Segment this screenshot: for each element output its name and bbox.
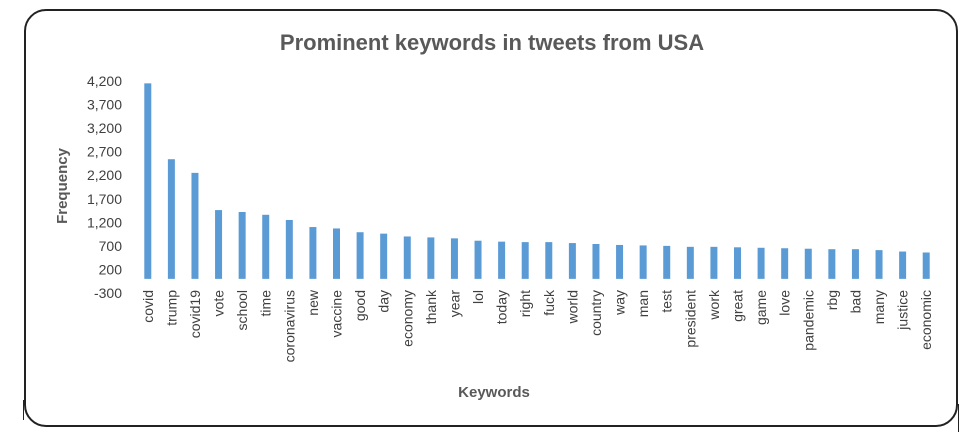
bar-vote xyxy=(215,210,223,279)
x-tick-label-bad: bad xyxy=(847,290,863,313)
frame-edge-mark xyxy=(958,404,959,432)
bar-good xyxy=(356,232,364,279)
x-tick-label-covid: covid xyxy=(140,290,156,323)
y-tick-label: 1,200 xyxy=(87,214,122,230)
bar-trump xyxy=(167,159,175,279)
bar-lol xyxy=(474,240,482,279)
y-tick-label: 200 xyxy=(99,261,123,277)
x-tick-label-time: time xyxy=(258,290,274,317)
y-tick-label: 3,200 xyxy=(87,120,122,136)
bar-year xyxy=(450,238,458,279)
x-tick-label-justice: justice xyxy=(895,290,911,331)
x-tick-label-vote: vote xyxy=(211,290,227,317)
x-tick-label-good: good xyxy=(352,290,368,321)
x-tick-label-love: love xyxy=(777,290,793,316)
bar-vaccine xyxy=(333,228,340,279)
bar-bad xyxy=(851,249,859,279)
bar-school xyxy=(238,211,246,279)
bar-game xyxy=(757,247,765,279)
bar-right xyxy=(521,242,529,279)
x-tick-label-covid19: covid19 xyxy=(187,290,203,338)
bar-economy xyxy=(403,236,411,279)
x-axis-ticks: covid trump covid19 vote school time coronavir… xyxy=(140,289,934,362)
bar-thank xyxy=(427,237,435,279)
x-tick-label-way: way xyxy=(612,290,628,316)
x-tick-label-man: man xyxy=(635,290,651,317)
bar-time xyxy=(262,214,270,279)
bar-way xyxy=(616,244,624,279)
x-tick-label-school: school xyxy=(234,290,250,330)
y-tick-label: 2,700 xyxy=(87,144,122,160)
bar-great xyxy=(734,247,741,279)
x-tick-label-economy: economy xyxy=(399,290,415,347)
bar-rbg xyxy=(828,249,836,279)
x-tick-label-president: president xyxy=(682,290,698,348)
x-tick-label-work: work xyxy=(706,289,722,321)
bars xyxy=(144,83,930,279)
y-tick-label: 4,200 xyxy=(87,73,122,89)
bar-work xyxy=(710,246,718,279)
x-tick-label-rbg: rbg xyxy=(824,290,840,310)
x-tick-label-game: game xyxy=(753,290,769,325)
x-tick-label-coronavirus: coronavirus xyxy=(281,290,297,362)
chart-title: Prominent keywords in tweets from USA xyxy=(280,30,704,55)
x-tick-label-fuck: fuck xyxy=(541,289,557,316)
x-tick-label-test: test xyxy=(659,290,675,313)
y-tick-label: 700 xyxy=(99,238,123,254)
x-tick-label-year: year xyxy=(446,290,462,318)
bar-many xyxy=(875,250,883,279)
x-tick-label-today: today xyxy=(494,290,510,324)
y-tick-label: 1,700 xyxy=(87,191,122,207)
x-tick-label-economic: economic xyxy=(918,290,934,350)
y-tick-label: -300 xyxy=(94,285,122,301)
bar-day xyxy=(380,233,388,279)
bar-test xyxy=(663,245,671,279)
bar-today xyxy=(498,241,506,279)
bar-covid19 xyxy=(191,172,199,279)
bar-fuck xyxy=(545,242,553,279)
y-axis-title: Frequency xyxy=(54,147,71,224)
x-tick-label-country: country xyxy=(588,290,604,336)
x-tick-label-day: day xyxy=(376,290,392,313)
x-tick-label-great: great xyxy=(730,290,746,322)
bar-man xyxy=(639,245,647,279)
x-tick-label-trump: trump xyxy=(163,290,179,326)
x-tick-label-world: world xyxy=(564,290,580,324)
bar-love xyxy=(781,248,789,279)
y-tick-label: 3,700 xyxy=(87,97,122,113)
x-tick-label-thank: thank xyxy=(423,289,439,324)
x-tick-label-vaccine: vaccine xyxy=(329,290,345,338)
x-tick-label-lol: lol xyxy=(470,290,486,304)
bar-coronavirus xyxy=(285,219,293,279)
bar-covid xyxy=(144,83,152,279)
y-tick-label: 2,200 xyxy=(87,167,122,183)
x-tick-label-right: right xyxy=(517,290,533,317)
y-axis-ticks: 4,200 3,700 3,200 2,700 2,200 1,700 1,200 700 20… xyxy=(87,73,122,301)
x-tick-label-pandemic: pandemic xyxy=(800,290,816,351)
bar-pandemic xyxy=(804,248,812,279)
bar-president xyxy=(686,246,694,279)
bar-new xyxy=(309,227,317,279)
frame-edge-mark-left xyxy=(23,400,24,420)
bar-country xyxy=(592,244,600,279)
bar-justice xyxy=(899,251,907,279)
x-tick-label-many: many xyxy=(871,290,887,324)
bar-world xyxy=(568,243,576,279)
x-axis-title: Keywords xyxy=(458,384,530,401)
bar-economic xyxy=(922,252,930,279)
x-tick-label-new: new xyxy=(305,289,321,316)
chart-frame xyxy=(24,9,958,427)
